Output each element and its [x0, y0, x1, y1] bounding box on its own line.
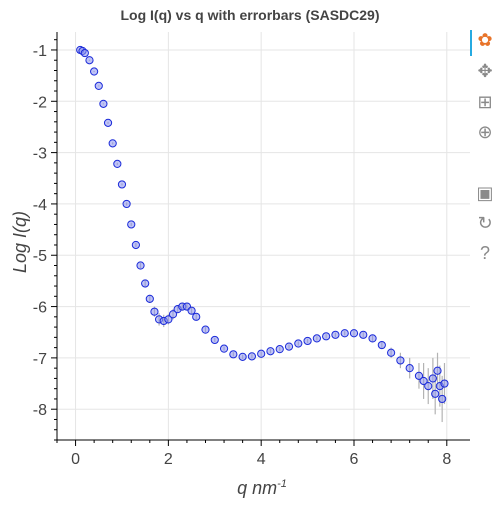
y-tick-label: -2: [33, 94, 47, 111]
data-point: [433, 366, 442, 375]
data-point: [424, 382, 433, 391]
data-point: [80, 48, 89, 58]
y-tick-label: -5: [33, 248, 47, 265]
data-point: [94, 81, 103, 90]
data-point: [108, 139, 117, 148]
data-point: [247, 352, 256, 361]
y-tick-label: -3: [33, 146, 47, 163]
box-zoom-tool-icon[interactable]: ⊞: [477, 92, 493, 112]
data-point: [368, 334, 377, 343]
data-point: [377, 340, 386, 350]
x-tick-label: 0: [71, 451, 80, 468]
data-point: [419, 376, 428, 386]
chart-svg: Log I(q) vs q with errorbars (SASDC29) 0…: [10, 7, 470, 498]
x-tick-label: 2: [164, 451, 173, 468]
save-tool-icon[interactable]: ▣: [476, 183, 494, 203]
data-point: [187, 306, 196, 315]
bokeh-logo-icon[interactable]: ✿: [477, 30, 493, 50]
y-tick-label: -1: [33, 43, 47, 60]
chart-title: Log I(q) vs q with errorbars (SASDC29): [120, 7, 379, 23]
data-point: [99, 99, 108, 108]
data-point: [136, 261, 145, 270]
x-tick-label: 8: [442, 451, 451, 468]
data-point: [405, 364, 414, 373]
data-point: [266, 347, 275, 356]
data-point: [322, 332, 331, 341]
data-point: [103, 118, 113, 127]
data-point: [201, 325, 210, 334]
data-point: [131, 240, 140, 250]
x-tick-label: 6: [350, 451, 359, 468]
data-point: [90, 67, 99, 76]
data-point: [396, 356, 405, 365]
pan-tool-icon[interactable]: ✥: [477, 61, 493, 81]
data-point: [438, 394, 447, 404]
x-axis-label: q nm-1: [237, 478, 287, 498]
x-axis-label-superscript: -1: [277, 478, 287, 490]
data-point: [440, 379, 449, 388]
data-point: [219, 344, 229, 353]
data-point: [414, 371, 424, 380]
y-tick-label: -7: [33, 351, 47, 368]
data-point: [312, 334, 321, 343]
active-tool-indicator: [470, 30, 472, 56]
y-tick-label: -6: [33, 300, 47, 317]
data-point: [168, 310, 178, 319]
data-point: [257, 349, 266, 358]
data-point: [387, 348, 396, 357]
data-point: [150, 307, 159, 316]
axes: [51, 32, 470, 446]
data-point: [349, 329, 359, 338]
wheel-zoom-tool-icon[interactable]: ⊕: [477, 122, 493, 142]
y-tick-label: -8: [33, 402, 47, 419]
data-point: [210, 335, 219, 345]
data-point: [238, 352, 247, 361]
data-point: [145, 294, 154, 303]
data-point: [303, 336, 312, 346]
data-point: [428, 374, 437, 383]
y-tick-label: -4: [33, 197, 47, 214]
data-point: [284, 342, 294, 351]
data-point: [192, 312, 201, 321]
chart-toolbar: ✿ ✥ ⊞ ⊕ ▣ ↻?: [470, 28, 500, 268]
y-axis-label: Log I(q): [10, 211, 30, 273]
data-point: [340, 329, 349, 338]
data-points: [76, 45, 449, 404]
data-point: [122, 199, 131, 209]
data-point: [294, 339, 303, 348]
x-tick-label: 4: [257, 451, 266, 468]
x-axis-label-text: q nm: [237, 478, 277, 498]
data-point: [164, 315, 173, 324]
data-point: [141, 279, 150, 288]
data-point: [85, 56, 94, 65]
data-point: [117, 180, 127, 189]
data-point: [431, 389, 440, 398]
help-tool-icon[interactable]: ?: [479, 243, 490, 263]
reset-tool-icon[interactable]: ↻: [477, 213, 493, 233]
tick-labels: 0 2 4 6 8 -1 -2 -3 -4 -5 -6 -7 -8: [33, 43, 452, 468]
grid-lines: [57, 32, 470, 440]
data-point: [127, 220, 136, 229]
data-point: [229, 350, 238, 359]
data-point: [331, 330, 340, 339]
data-point: [113, 159, 122, 168]
error-bars: [79, 49, 446, 423]
data-point: [275, 345, 284, 354]
data-point: [359, 330, 368, 339]
